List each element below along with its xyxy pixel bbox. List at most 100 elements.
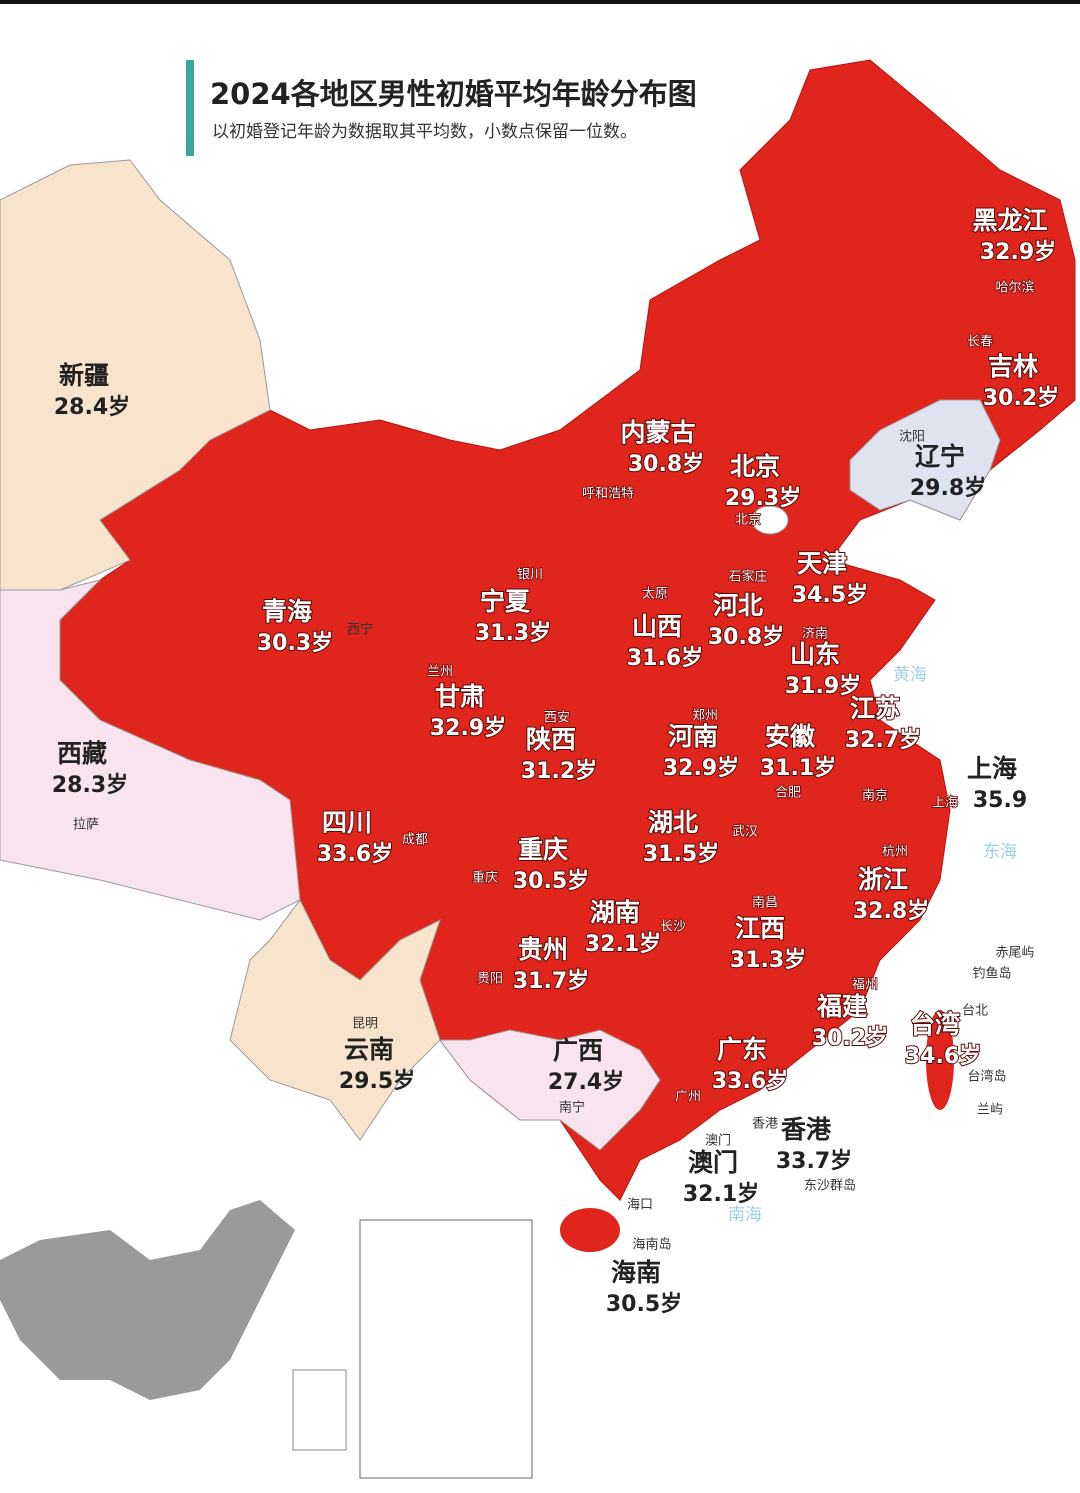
region-name: 西藏 [57, 739, 107, 768]
region-name: 福建 [816, 992, 867, 1021]
region-value: 28.4岁 [54, 394, 130, 420]
region-value: 34.6岁 [905, 1043, 981, 1069]
region-value: 35.9 [973, 788, 1027, 813]
region-value: 31.3岁 [730, 947, 806, 973]
inset-china [0, 1200, 295, 1400]
hainan-island [560, 1208, 620, 1252]
liaoning [849, 399, 1001, 521]
place-label: 兰州 [427, 665, 453, 680]
title: 2024各地区男性初婚平均年龄分布图 [210, 77, 697, 111]
region-name: 陕西 [526, 725, 576, 754]
place-label: 南宁 [559, 1100, 585, 1116]
region-name: 吉林 [988, 352, 1038, 381]
taiwan-island [926, 1010, 954, 1110]
region-name: 台湾 [910, 1010, 960, 1039]
place-label: 杭州 [882, 845, 908, 860]
region-value: 33.7岁 [776, 1148, 852, 1174]
place-label: 兰屿 [977, 1103, 1003, 1118]
top-bar [0, 0, 1080, 4]
region-name: 湖南 [590, 898, 640, 927]
region-value: 32.8岁 [853, 898, 929, 924]
place-label: 澳门 [705, 1133, 731, 1149]
place-label: 海口 [627, 1198, 653, 1213]
place-label: 昆明 [352, 1017, 378, 1032]
region-name: 浙江 [858, 865, 908, 894]
region-name: 澳门 [688, 1148, 738, 1177]
region-value: 29.5岁 [339, 1068, 415, 1094]
place-label: 西宁 [347, 622, 373, 638]
place-label: 长春 [967, 335, 993, 350]
region-value: 32.9岁 [980, 239, 1056, 265]
region-value: 31.7岁 [513, 968, 589, 994]
region-value: 30.8岁 [628, 451, 704, 477]
region-value: 33.6岁 [712, 1068, 788, 1094]
place-label: 郑州 [692, 709, 718, 724]
region-value: 32.7岁 [845, 727, 921, 753]
region-name: 辽宁 [915, 442, 965, 471]
inset-south-china-sea [359, 1219, 533, 1479]
place-label: 长沙 [660, 920, 686, 935]
place-label: 石家庄 [728, 569, 767, 585]
region-name: 青海 [262, 597, 312, 626]
xinjiang [0, 159, 271, 591]
region-value: 30.5岁 [606, 1291, 682, 1317]
region-value: 34.5岁 [792, 582, 868, 608]
region-value: 30.8岁 [708, 624, 784, 650]
place-label: 上海 [932, 796, 958, 811]
region-name: 新疆 [59, 361, 109, 390]
region-name: 宁夏 [480, 587, 531, 616]
place-label: 呼和浩特 [582, 487, 634, 502]
region-name: 河南 [668, 722, 718, 751]
region-value: 27.4岁 [548, 1069, 624, 1095]
beijing-area [751, 505, 789, 535]
region-value: 29.8岁 [910, 475, 986, 501]
place-label: 济南 [802, 626, 828, 642]
title-accent [186, 60, 194, 156]
region-value: 30.2岁 [983, 385, 1059, 411]
region-value: 30.2岁 [812, 1025, 888, 1051]
region-name: 广东 [717, 1035, 767, 1064]
region-name: 北京 [730, 452, 780, 481]
region-name: 山西 [632, 612, 682, 641]
region-name: 湖北 [648, 808, 698, 837]
region-value: 31.1岁 [760, 755, 836, 781]
region-name: 贵州 [518, 935, 568, 964]
tibet [0, 579, 301, 921]
yunnan [229, 899, 441, 1141]
region-name: 江苏 [850, 694, 900, 723]
inset-box-small [292, 1369, 347, 1451]
region-name: 安徽 [765, 722, 816, 751]
place-label: 福州 [852, 978, 878, 993]
place-label: 赤尾屿 [995, 946, 1034, 961]
guangxi [439, 1029, 661, 1151]
place-label: 东沙群岛 [804, 1178, 856, 1194]
place-label: 合肥 [775, 786, 801, 801]
place-label: 成都 [402, 833, 428, 848]
place-label: 沈阳 [899, 430, 925, 445]
sea-label: 黄海 [893, 665, 927, 685]
region-value: 30.5岁 [513, 868, 589, 894]
sea-label: 东海 [983, 842, 1017, 862]
place-label: 重庆 [472, 870, 498, 886]
subtitle: 以初婚登记年龄为数据取其平均数，小数点保留一位数。 [212, 122, 637, 142]
region-name: 香港 [781, 1115, 832, 1144]
place-label: 贵阳 [477, 972, 503, 987]
region-value: 31.5岁 [643, 841, 719, 867]
place-label: 台湾岛 [967, 1069, 1006, 1085]
place-label: 广州 [675, 1090, 701, 1105]
place-label: 钓鱼岛 [972, 966, 1011, 982]
place-label: 武汉 [732, 825, 758, 840]
region-value: 31.3岁 [475, 620, 551, 646]
region-value: 31.6岁 [627, 645, 703, 671]
region-name: 山东 [790, 640, 840, 669]
place-label: 太原 [642, 587, 668, 602]
place-label: 海南岛 [632, 1237, 671, 1253]
region-name: 甘肃 [435, 682, 485, 711]
region-value: 30.3岁 [257, 630, 333, 656]
place-label: 南昌 [752, 895, 778, 911]
place-label: 南京 [862, 788, 888, 804]
region-value: 32.1岁 [585, 931, 661, 957]
region-name: 江西 [735, 914, 785, 943]
region-name: 天津 [797, 549, 847, 578]
sea-label: 南海 [728, 1205, 762, 1225]
